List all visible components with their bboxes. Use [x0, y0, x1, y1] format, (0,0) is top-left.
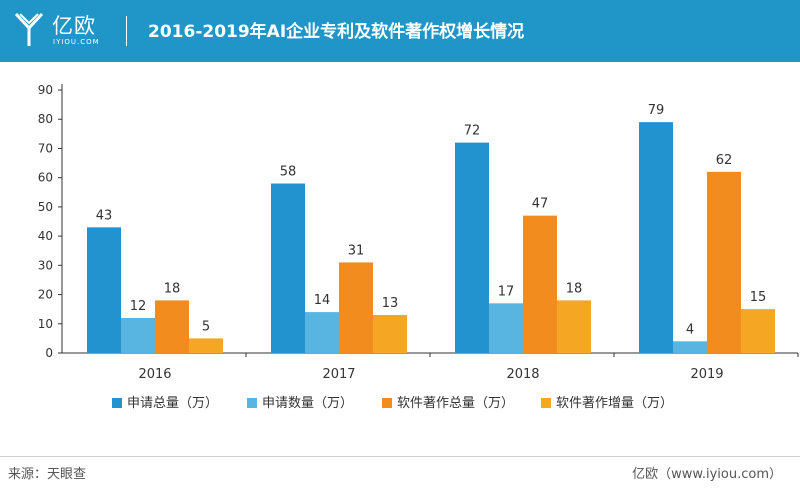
legend-swatch — [112, 398, 122, 408]
y-tick-label: 10 — [38, 317, 53, 331]
bar — [639, 122, 673, 353]
data-label: 18 — [566, 281, 583, 296]
data-label: 31 — [348, 243, 365, 258]
logo-text: 亿欧 — [52, 14, 96, 38]
bar — [155, 300, 189, 353]
data-label: 17 — [498, 284, 515, 299]
legend-label: 申请数量（万） — [262, 396, 353, 411]
y-tick-label: 30 — [38, 258, 53, 272]
bar — [673, 341, 707, 353]
bar — [305, 312, 339, 353]
logo-domain: IYIOU.COM — [53, 38, 100, 46]
legend-label: 申请总量（万） — [127, 396, 218, 411]
bar — [489, 303, 523, 353]
source-text: 来源：天眼查 — [8, 467, 87, 482]
data-label: 15 — [750, 290, 767, 305]
y-tick-label: 20 — [38, 288, 53, 302]
header-banner: 亿欧 IYIOU.COM 2016-2019年AI企业专利及软件著作权增长情况 — [0, 0, 800, 62]
y-tick-label: 90 — [38, 83, 53, 97]
legend-swatch — [247, 398, 257, 408]
x-tick-label: 2016 — [138, 367, 171, 382]
bar — [373, 315, 407, 353]
data-label: 62 — [716, 153, 733, 168]
data-label: 14 — [314, 293, 331, 308]
data-label: 79 — [648, 103, 665, 118]
y-tick-label: 70 — [38, 141, 53, 155]
bar — [523, 215, 557, 353]
page-title: 2016-2019年AI企业专利及软件著作权增长情况 — [148, 22, 525, 42]
x-tick-label: 2017 — [322, 367, 355, 382]
data-label: 4 — [686, 322, 694, 337]
y-tick-label: 60 — [38, 171, 53, 185]
bar — [455, 142, 489, 353]
legend-swatch — [541, 398, 551, 408]
header-divider — [126, 16, 127, 46]
logo-mark-icon — [14, 12, 44, 46]
bar — [189, 338, 223, 353]
bar — [741, 309, 775, 353]
data-label: 18 — [164, 281, 181, 296]
legend-swatch — [382, 398, 392, 408]
bar — [87, 227, 121, 353]
bar-chart: 0 10 20 30 40 50 60 70 80 90 43 12 18 5 2016 58 14 31 13 20… — [38, 83, 799, 411]
data-label: 5 — [202, 319, 210, 334]
legend-label: 软件著作总量（万） — [397, 396, 514, 411]
y-tick-label: 40 — [38, 229, 53, 243]
data-label: 43 — [96, 208, 113, 223]
y-tick-label: 80 — [38, 112, 53, 126]
logo: 亿欧 IYIOU.COM — [14, 9, 124, 53]
bar — [121, 317, 155, 353]
x-tick-label: 2019 — [690, 367, 723, 382]
y-tick-label: 0 — [45, 346, 53, 360]
y-tick-label: 50 — [38, 200, 53, 214]
data-label: 12 — [130, 299, 147, 314]
credit-text: 亿欧（www.iyiou.com） — [632, 467, 782, 482]
footer-divider — [0, 456, 800, 457]
legend-label: 软件著作增量（万） — [556, 396, 673, 411]
x-tick-label: 2018 — [506, 367, 539, 382]
bar — [707, 171, 741, 353]
bar — [339, 262, 373, 353]
data-label: 13 — [382, 296, 399, 311]
data-label: 72 — [464, 124, 481, 139]
data-label: 47 — [532, 197, 549, 212]
bar — [557, 300, 591, 353]
bar — [271, 183, 305, 353]
data-label: 58 — [280, 165, 297, 180]
